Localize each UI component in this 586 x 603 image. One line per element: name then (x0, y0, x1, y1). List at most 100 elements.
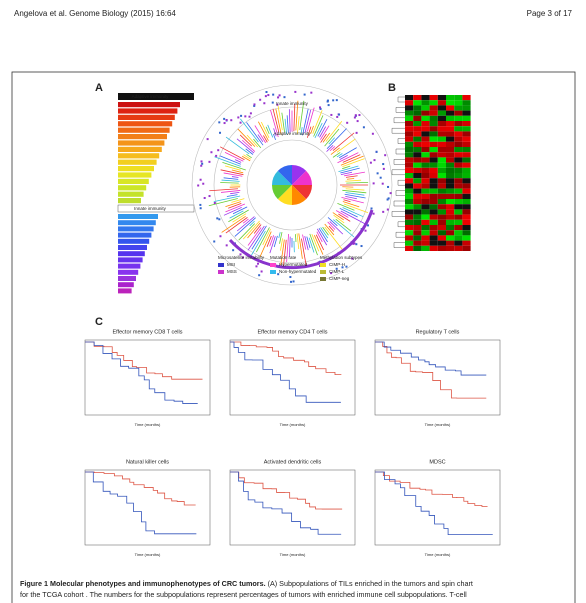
spin-dot (248, 115, 251, 118)
spin-tick (316, 228, 328, 246)
heat-cell (446, 110, 455, 116)
heat-cell (437, 183, 446, 189)
spin-core (292, 185, 312, 200)
spin-tick (340, 210, 366, 225)
heat-cell (446, 230, 455, 236)
spin-tick (328, 137, 335, 145)
heat-cell (454, 183, 463, 189)
heat-cell (454, 95, 463, 101)
adaptive-label: Adaptive immunity (132, 94, 170, 99)
heat-cell (437, 136, 446, 142)
km-frame (84, 339, 211, 416)
heat-cell (454, 157, 463, 163)
heat-cell (413, 209, 422, 215)
spin-tick (302, 108, 309, 136)
heat-cell (413, 193, 422, 199)
legend-item: MSS (227, 269, 237, 274)
heat-cell (405, 240, 414, 246)
heat-cell (462, 219, 471, 225)
heat-cell (446, 240, 455, 246)
heat-cell (405, 136, 414, 142)
heat-cell (446, 219, 455, 225)
spin-tick (306, 126, 312, 138)
spin-tick (338, 165, 359, 173)
km-title: Effector memory CD8 T cells (113, 329, 183, 335)
heat-cell (437, 219, 446, 225)
heat-cell (413, 126, 422, 132)
heat-cell (454, 131, 463, 137)
heat-cell (429, 131, 438, 137)
heat-cell (429, 235, 438, 241)
spin-tick (342, 207, 364, 218)
heat-cell (454, 188, 463, 194)
heat-cell (462, 110, 471, 116)
heat-cell (421, 152, 430, 158)
dendrogram (391, 127, 405, 134)
bar (118, 153, 160, 159)
spin-tick (220, 190, 241, 193)
heat-cell (405, 167, 414, 173)
spin-dot (332, 99, 335, 102)
spin-dot (232, 249, 235, 252)
km-frame (374, 339, 501, 416)
heat-cell (446, 167, 455, 173)
spin-tick (319, 126, 327, 138)
spin-dot (264, 95, 267, 98)
heat-cell (462, 141, 471, 147)
heat-cell (421, 110, 430, 116)
spin-tick (324, 226, 343, 250)
bar (118, 269, 139, 275)
heat-cell (462, 199, 471, 205)
km-curve (230, 341, 341, 403)
bar (118, 276, 136, 281)
heat-cell (405, 219, 414, 225)
spin-tick (229, 210, 244, 219)
heat-cell (446, 141, 455, 147)
spin-tick (239, 134, 253, 147)
spin-tick (326, 144, 334, 152)
caption-text: for the TCGA cohort . The numbers for th… (20, 590, 467, 599)
spin-dot (265, 91, 268, 94)
km-curve (230, 341, 342, 375)
spin-chart (191, 84, 393, 286)
heat-cell (421, 100, 430, 106)
heat-cell (462, 147, 471, 153)
heat-cell (429, 199, 438, 205)
spin-tick (223, 207, 242, 216)
spin-tick (339, 155, 348, 160)
heat-cell (413, 147, 422, 153)
header-citation: Angelova et al. Genome Biology (2015) 16… (14, 9, 176, 18)
spin-dot (199, 178, 202, 181)
ring (191, 84, 393, 286)
spin-dot (381, 182, 384, 185)
heat-cell (446, 152, 455, 158)
heat-cell (421, 178, 430, 184)
heat-cell (454, 245, 463, 251)
heat-cell (446, 183, 455, 189)
spin-tick (300, 127, 303, 135)
spin-tick (326, 128, 347, 149)
heat-cell (446, 235, 455, 241)
heat-cell (421, 235, 430, 241)
spin-dot (294, 90, 297, 93)
legend-swatch (270, 270, 276, 274)
spin-tick (269, 235, 275, 247)
heat-cell (413, 183, 422, 189)
legend-swatch (320, 263, 326, 267)
spin-dot (202, 182, 205, 185)
heat-cell (429, 219, 438, 225)
km-title: Effector memory CD4 T cells (258, 329, 328, 335)
heat-cell (462, 100, 471, 106)
dendrogram (397, 138, 405, 144)
spin-core (272, 170, 292, 185)
bar (118, 251, 145, 257)
spin-tick (336, 138, 356, 153)
dendrogram (393, 200, 405, 207)
spin-tick (277, 105, 283, 131)
heat-cell (405, 193, 414, 199)
heat-cell (421, 199, 430, 205)
heat-cell (462, 121, 471, 127)
heat-cell (429, 167, 438, 173)
spin-tick (222, 162, 246, 171)
spin-dot (223, 117, 226, 120)
